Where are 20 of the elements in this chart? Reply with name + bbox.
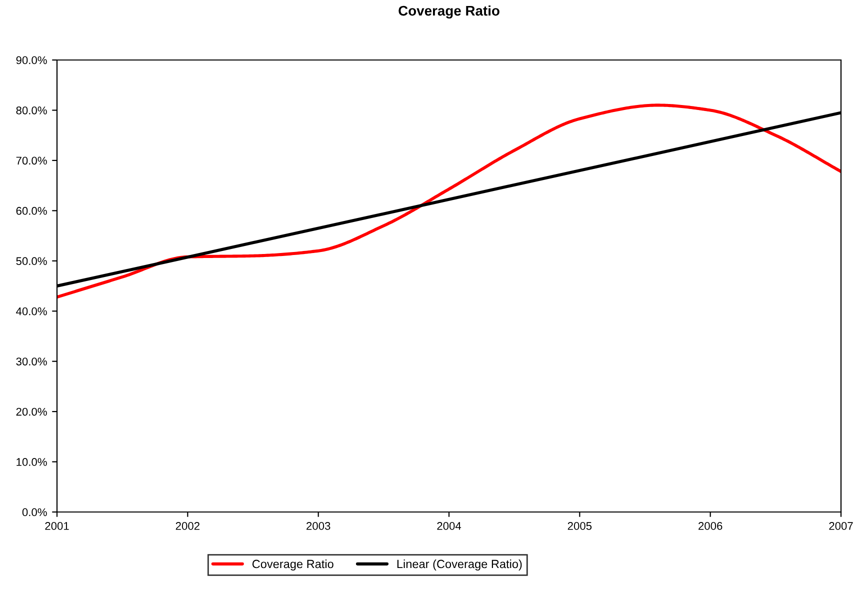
x-tick-label: 2005 (568, 522, 592, 530)
y-tick-label: 70.0% (16, 156, 47, 165)
legend-label: Linear (Coverage Ratio) (397, 559, 522, 571)
x-tick-label: 2006 (698, 522, 722, 530)
x-tick-label: 2002 (176, 522, 200, 530)
x-tick-label: 2007 (829, 522, 853, 530)
chart-title: Coverage Ratio (398, 5, 500, 18)
y-tick-label: 30.0% (16, 358, 47, 366)
y-tick-label: 60.0% (16, 206, 47, 215)
x-tick-label: 2004 (437, 522, 462, 530)
y-tick-label: 90.0% (16, 56, 47, 64)
x-tick-label: 2001 (45, 522, 69, 530)
y-tick-label: 50.0% (16, 257, 47, 266)
y-tick-label: 20.0% (16, 408, 47, 416)
y-tick-label: 0.0% (22, 508, 47, 516)
y-tick-label: 10.0% (16, 458, 47, 466)
legend-label: Coverage Ratio (252, 559, 334, 571)
x-tick-label: 2003 (306, 522, 330, 530)
y-tick-label: 40.0% (16, 307, 47, 316)
y-tick-label: 80.0% (16, 106, 47, 114)
